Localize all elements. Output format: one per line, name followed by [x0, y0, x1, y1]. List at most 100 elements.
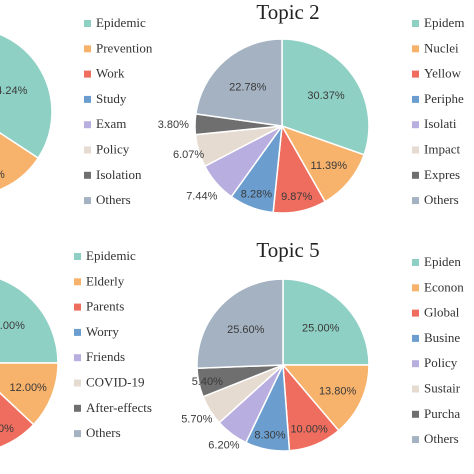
legend-entry: Epidemic [96, 15, 146, 30]
legend-swatch [74, 430, 81, 438]
data-label: 8.28% [241, 189, 272, 201]
data-label: 8.30% [254, 429, 285, 441]
legend-entry: Global [424, 305, 460, 320]
legend-entry: Exam [96, 116, 126, 131]
pie-slices [0, 33, 53, 191]
charts-layer: 34.24% 98% Epidemic Prevention Work Study Exam… [0, 0, 464, 452]
data-label: 6.20% [208, 439, 239, 451]
data-labels: 25.00% 12.00% 30% [0, 320, 47, 435]
legend: Epiden Econon Global Busine Policy Sustair Pur… [412, 254, 464, 446]
legend-swatch [412, 284, 419, 292]
legend-entry: After-effects [86, 400, 152, 415]
legend-swatch [412, 385, 419, 393]
legend-swatch [74, 303, 81, 311]
legend-swatch [412, 360, 419, 368]
legend-entry: Study [96, 91, 127, 106]
data-label: 25.00% [0, 320, 25, 332]
data-label: 3.80% [158, 119, 189, 131]
legend-entry: Periphe [424, 91, 464, 106]
legend-swatch [412, 146, 419, 154]
legend-swatch [84, 20, 91, 27]
legend-entry: COVID-19 [86, 375, 145, 390]
legend-entry: Parents [86, 299, 124, 314]
chart-title: Topic 5 [256, 238, 319, 262]
pie-slice [0, 33, 53, 160]
data-label: 25.60% [227, 324, 265, 336]
legend-swatch [412, 197, 419, 205]
legend-entry: Busine [424, 330, 460, 345]
legend-entry: Others [86, 425, 121, 440]
legend-swatch [412, 20, 419, 27]
pie-chart-4: Topic 5 25.00% 13.80% 10.00% 8.30% 6.20% 5.70%… [181, 238, 464, 452]
legend-swatch [74, 253, 81, 260]
data-labels: 34.24% 98% [0, 85, 28, 181]
legend-entry: Yellow [424, 66, 462, 81]
pie-slices [194, 38, 370, 214]
legend-entry: Others [424, 192, 459, 207]
pie-slice [194, 38, 283, 127]
legend-swatch [412, 95, 419, 103]
legend-entry: Others [424, 431, 459, 446]
legend-swatch [74, 328, 81, 336]
data-label: 22.78% [229, 82, 267, 94]
data-labels: 25.00% 13.80% 10.00% 8.30% 6.20% 5.70% 5.40% 25… [181, 322, 356, 451]
data-label: 9.87% [281, 191, 312, 203]
legend: Epidemic Elderly Parents Worry Friends COVID-… [74, 248, 152, 440]
data-label: 30% [0, 423, 14, 435]
legend-entry: Worry [86, 324, 119, 339]
pie-chart-2: Topic 230.37%11.39%9.87%8.28%7.44%6.07%3… [158, 0, 464, 214]
pie-slice [281, 364, 370, 432]
pie-slice [196, 278, 284, 370]
pie-slice [280, 124, 366, 203]
legend-swatch [84, 146, 91, 154]
legend-entry: Prevention [96, 40, 153, 55]
data-labels: 30.37% 11.39% 9.87% 8.28% 7.44% 6.07% 3.80% 22.… [158, 82, 348, 203]
legend-swatch [84, 95, 91, 103]
legend-entry: Expres [424, 167, 460, 182]
legend-entry: Work [96, 66, 125, 81]
legend-swatch [412, 436, 419, 444]
legend-swatch [412, 70, 419, 78]
legend-swatch [84, 171, 91, 179]
data-label: 30.37% [307, 90, 345, 102]
legend-entry: Nuclei [424, 40, 459, 55]
legend-entry: Others [96, 192, 131, 207]
legend-entry: Elderly [86, 273, 125, 288]
pie-chart-3: 25.00% 12.00% 30% Epidemic Elderly Parents Wor… [0, 248, 152, 448]
legend-entry: Purcha [424, 406, 460, 421]
pie-chart-1: 34.24% 98% Epidemic Prevention Work Study Exam… [0, 15, 153, 207]
legend-swatch [412, 309, 419, 317]
legend-swatch [412, 410, 419, 418]
chart-title: Topic 2 [256, 0, 319, 24]
legend: Epidem Nuclei Yellow Periphe Isolati Impact Ex… [412, 15, 464, 207]
data-label: 7.44% [186, 191, 217, 203]
data-label: 13.80% [319, 385, 357, 397]
legend-entry: Friends [86, 349, 125, 364]
data-label: 98% [0, 169, 5, 181]
legend-swatch [412, 121, 419, 129]
legend-entry: Isolati [424, 116, 457, 131]
pie-slice [0, 362, 59, 426]
legend-entry: Epidemic [86, 248, 136, 263]
legend-entry: Impact [424, 142, 460, 157]
legend-entry: Isolation [96, 167, 142, 182]
legend-swatch [84, 121, 91, 129]
legend-swatch [74, 354, 81, 362]
legend-swatch [412, 334, 419, 342]
data-label: 10.00% [290, 424, 328, 436]
legend-swatch [412, 45, 419, 53]
legend-entry: Sustair [424, 381, 461, 396]
legend-entry: Policy [424, 355, 458, 370]
data-label: 11.39% [311, 160, 348, 172]
data-label: 5.70% [181, 414, 212, 426]
legend-entry: Epidem [424, 15, 464, 30]
data-label: 12.00% [10, 382, 48, 394]
legend-entry: Econon [424, 279, 464, 294]
pie-slice [0, 278, 59, 364]
legend-swatch [74, 404, 81, 412]
data-label: 6.07% [173, 149, 204, 161]
data-label: 34.24% [0, 85, 28, 97]
pie-slices [196, 278, 370, 452]
legend-swatch [74, 278, 81, 286]
